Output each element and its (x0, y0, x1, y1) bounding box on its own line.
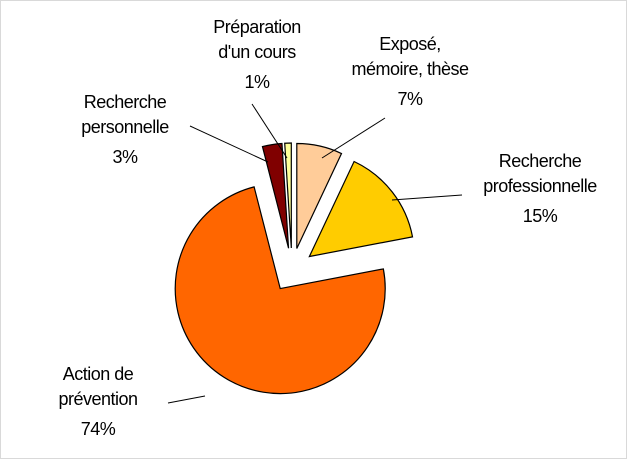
leader-line (321, 117, 386, 159)
slice-label-line: professionnelle (483, 176, 597, 196)
slice-label-line: Préparation (213, 17, 301, 37)
slice-label-line: personnelle (81, 117, 169, 137)
slice-label-line: d'un cours (218, 42, 296, 62)
leader-line (251, 103, 288, 159)
slice-value-label: 1% (244, 72, 270, 92)
slice-value-label: 7% (397, 89, 423, 109)
slice-value-label: 15% (523, 206, 558, 226)
slice-label-line: mémoire, thèse (351, 59, 469, 79)
slice-label: Action de prévention (58, 364, 137, 409)
slice-label: Exposé, mémoire, thèse (351, 34, 469, 79)
slice-value-label: 74% (81, 419, 116, 439)
pie-slice (296, 142, 343, 249)
slice-label-line: Exposé, (379, 34, 441, 54)
slice-value-label: 3% (112, 147, 138, 167)
slice-label: Préparation d'un cours (213, 17, 301, 62)
pie-slice (284, 142, 292, 249)
pie-slice (308, 160, 414, 258)
slice-label-line: prévention (58, 389, 137, 409)
slice-label-line: Action de (63, 364, 134, 384)
slice-label-line: Recherche (84, 92, 167, 112)
pie-slice (174, 186, 386, 395)
slice-label: Recherche professionnelle (483, 151, 597, 196)
slice-label-line: Recherche (499, 151, 582, 171)
leader-line (391, 194, 463, 201)
leader-line (189, 125, 269, 163)
leader-line (167, 395, 206, 404)
pie-slice (261, 142, 290, 249)
slice-label: Recherche personnelle (81, 92, 169, 137)
